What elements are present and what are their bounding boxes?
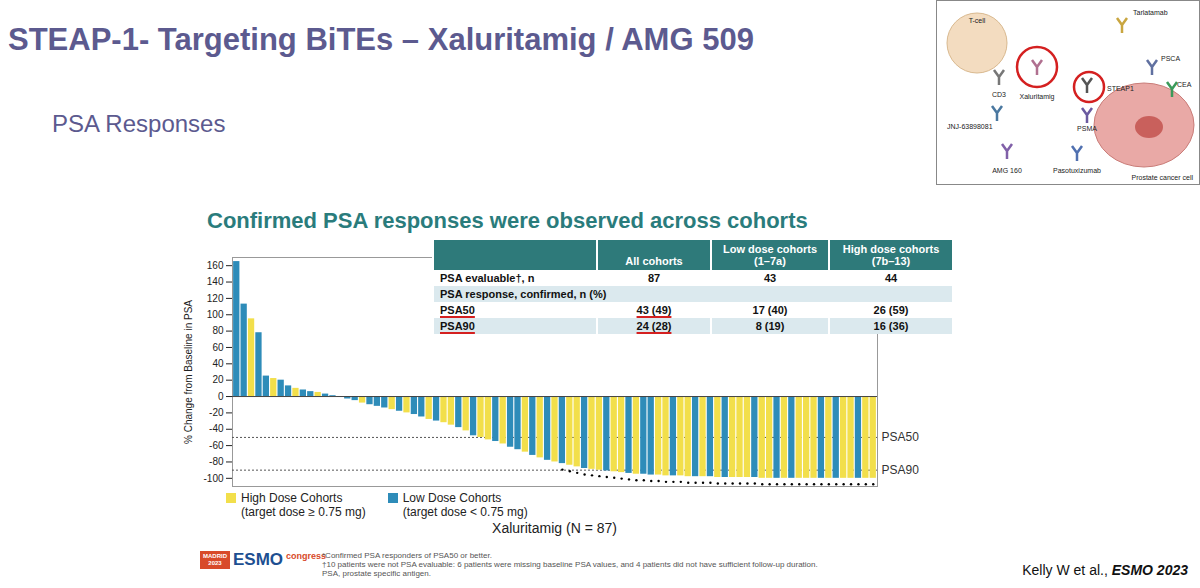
svg-text:100: 100: [207, 309, 224, 320]
html-text:MADRID: MADRID: [203, 553, 227, 559]
svg-text:-60: -60: [209, 440, 224, 451]
svg-text:CEA: CEA: [1177, 81, 1192, 88]
svg-text:-20: -20: [209, 407, 224, 418]
html-text:STEAP-1- Targeting BiTEs – Xal: STEAP-1- Targeting BiTEs – Xaluritamig /…: [8, 22, 754, 57]
html-text:87: 87: [647, 272, 661, 284]
html-text:*Confirmed PSA responders of P: *Confirmed PSA responders of PSA50 or be…: [322, 551, 492, 560]
svg-text:160: 160: [207, 260, 224, 271]
html-text:24 (28): 24 (28): [636, 320, 672, 332]
html-text:High Dose Cohorts: High Dose Cohorts: [241, 491, 343, 505]
svg-text:60: 60: [212, 342, 224, 353]
svg-text:40: 40: [212, 358, 224, 369]
svg-text:STEAP1: STEAP1: [1107, 85, 1134, 92]
svg-text:Tarlatamab: Tarlatamab: [1133, 9, 1168, 16]
svg-text:-40: -40: [209, 423, 224, 434]
svg-text:JNJ-63898081: JNJ-63898081: [947, 123, 993, 130]
html-text:8 (19): 8 (19): [755, 320, 785, 332]
svg-text:120: 120: [207, 293, 224, 304]
html-text:(target dose < 0.75 mg): (target dose < 0.75 mg): [402, 505, 528, 519]
svg-text:PSMA: PSMA: [1077, 125, 1097, 132]
svg-text:20: 20: [212, 374, 224, 385]
svg-text:Prostate cancer cell: Prostate cancer cell: [1132, 174, 1194, 181]
svg-text:PSA50: PSA50: [882, 430, 920, 444]
html-text:26 (59): 26 (59): [873, 304, 909, 316]
html-text:Low dose cohorts (1–7a): Low dose cohorts (1–7a): [722, 243, 818, 267]
html-text:PSA response, confirmed, n (%): PSA response, confirmed, n (%): [440, 288, 607, 300]
html-text:2023: 2023: [208, 560, 222, 566]
svg-text:Pasotuxizumab: Pasotuxizumab: [1053, 167, 1101, 174]
html-text:Confirmed PSA responses were o: Confirmed PSA responses were observed ac…: [207, 208, 808, 233]
svg-text:T-cell: T-cell: [969, 17, 986, 24]
html-text:PSA50: PSA50: [440, 304, 475, 316]
html-text:†10 patients were not PSA eval: †10 patients were not PSA evaluable: 6 p…: [322, 560, 818, 569]
html-text:PSA90: PSA90: [440, 320, 475, 332]
html-text:PSA Responses: PSA Responses: [52, 110, 226, 137]
html-text:17 (40): 17 (40): [752, 304, 788, 316]
html-text:PSA, prostate specific antigen: PSA, prostate specific antigen.: [322, 569, 431, 578]
svg-text:0: 0: [218, 391, 224, 402]
html-text:Kelly W et al., ESMO 2023: Kelly W et al., ESMO 2023: [1022, 562, 1188, 578]
html-text:44: 44: [884, 272, 898, 284]
html-text:Low Dose Cohorts: Low Dose Cohorts: [402, 491, 502, 505]
svg-text:140: 140: [207, 276, 224, 287]
html-text:(target dose ≥ 0.75 mg): (target dose ≥ 0.75 mg): [241, 505, 366, 519]
svg-text:-100: -100: [203, 473, 223, 484]
svg-text:PSA90: PSA90: [882, 463, 920, 477]
svg-text:-80: -80: [209, 456, 224, 467]
html-text:43 (49): 43 (49): [636, 304, 672, 316]
html-text:16 (36): 16 (36): [873, 320, 909, 332]
html-text:PSA evaluable†, n: PSA evaluable†, n: [440, 272, 535, 284]
svg-text:PSCA: PSCA: [1161, 55, 1180, 62]
html-text:All cohorts: All cohorts: [625, 255, 683, 267]
html-text:43: 43: [763, 272, 777, 284]
html-text:Xaluritamig (N = 87): Xaluritamig (N = 87): [492, 520, 617, 536]
svg-text:AMG 160: AMG 160: [992, 167, 1022, 174]
svg-text:% Change from Baseline in PSA: % Change from Baseline in PSA: [183, 300, 194, 444]
html-text:ESMOcongress: ESMOcongress: [233, 550, 327, 569]
html-text:High dose cohorts (7b–13): High dose cohorts (7b–13): [842, 243, 940, 267]
svg-text:80: 80: [212, 325, 224, 336]
svg-text:Xaluritamig: Xaluritamig: [1019, 93, 1054, 101]
svg-text:CD3: CD3: [992, 91, 1006, 98]
